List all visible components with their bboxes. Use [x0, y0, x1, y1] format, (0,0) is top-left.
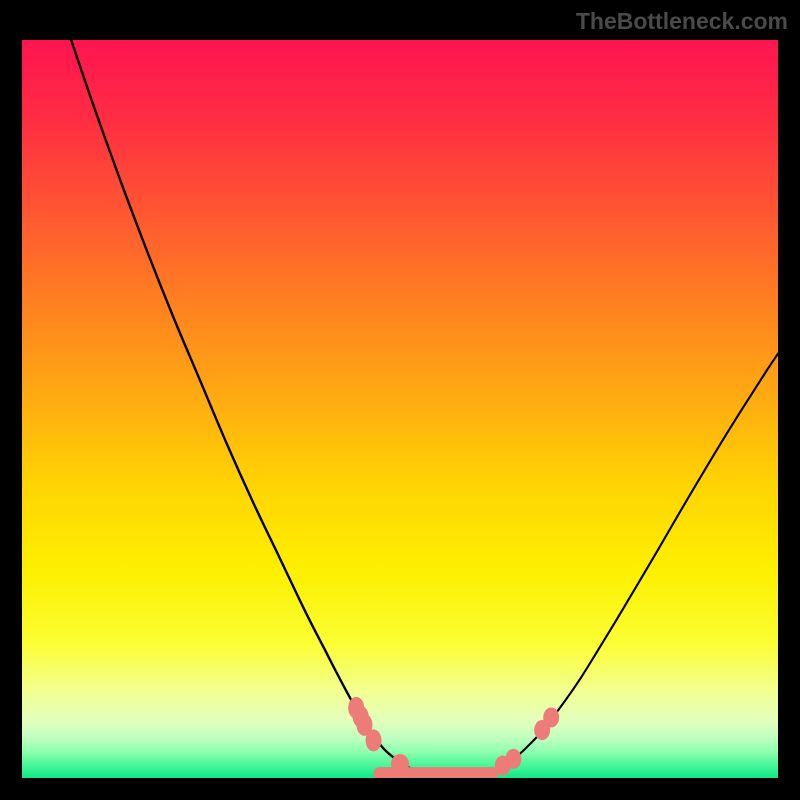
plot-area — [22, 40, 778, 778]
plot-svg — [22, 40, 778, 778]
gradient-background — [22, 40, 778, 778]
marker-2 — [505, 749, 521, 769]
marker-0 — [366, 729, 382, 751]
marker-1 — [391, 754, 409, 774]
watermark-text: TheBottleneck.com — [576, 8, 788, 35]
marker-3 — [543, 707, 559, 727]
